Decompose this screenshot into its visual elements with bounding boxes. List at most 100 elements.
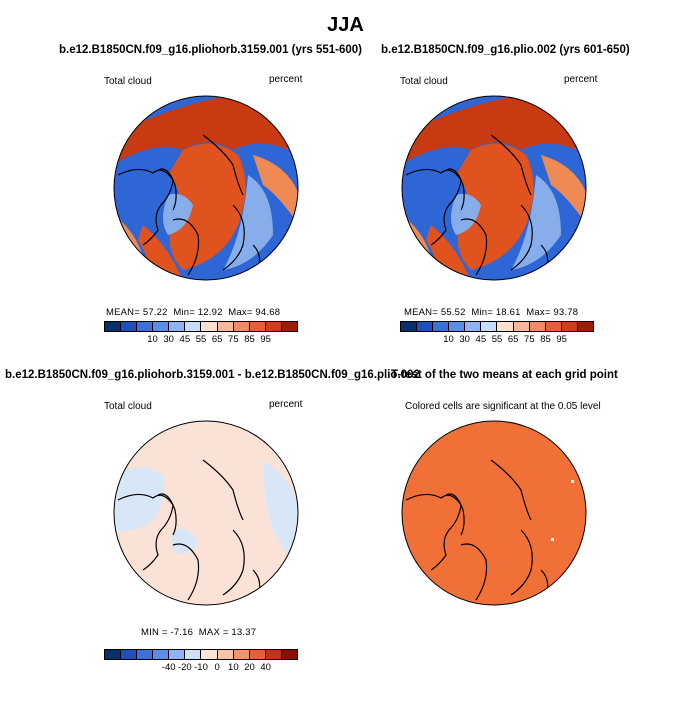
max-label: MAX = — [198, 627, 229, 638]
colorbar-tick-label: 85 — [244, 334, 255, 345]
field-pacific-red — [426, 225, 471, 280]
mean-value: 55.52 — [440, 307, 466, 318]
colorbar-swatch — [449, 322, 466, 331]
field-negative-asia — [263, 460, 298, 570]
min-value: 12.92 — [197, 307, 223, 318]
colorbar-swatch — [137, 650, 154, 659]
max-value: 93.78 — [553, 307, 579, 318]
colorbar-swatch — [233, 322, 250, 331]
map-bottom-right — [401, 420, 587, 606]
colorbar-swatch — [281, 650, 297, 659]
field-greenland-light — [451, 193, 481, 235]
colorbar-tick-label: 45 — [179, 334, 191, 345]
colorbar-tick-label: 65 — [507, 334, 519, 345]
mean-label: MEAN= — [404, 307, 438, 318]
colorbar-swatch — [137, 322, 154, 331]
colorbar-swatch — [465, 322, 482, 331]
colorbar-swatch — [121, 650, 138, 659]
coastline-greenland — [460, 543, 488, 601]
colorbar-swatch — [153, 322, 170, 331]
map-border — [401, 420, 587, 606]
stats-top-right: MEAN= 55.52 Min= 18.61 Max= 93.78 — [404, 307, 578, 318]
map-border — [113, 420, 299, 606]
coastline-archipelago — [445, 493, 465, 536]
map-border — [113, 95, 299, 281]
colorbar-bottom-left — [104, 649, 298, 660]
field-pacific-red — [138, 225, 183, 280]
colorbar-swatch — [561, 322, 578, 331]
coastline-america — [117, 168, 174, 246]
colorbar-top-left — [104, 321, 298, 332]
colorbar-tick-label: 75 — [524, 334, 535, 345]
min-value: -7.16 — [170, 627, 194, 638]
field-arctic-red — [456, 143, 534, 270]
colorbar-swatch — [201, 650, 218, 659]
min-label: Min= — [471, 307, 493, 318]
mean-label: MEAN= — [106, 307, 140, 318]
panel-title-top-left: b.e12.B1850CN.f09_g16.pliohorb.3159.001 … — [59, 44, 362, 56]
coastline-america — [117, 493, 174, 571]
colorbar-swatch — [105, 322, 122, 331]
map-top-left — [113, 95, 299, 281]
colorbar-swatch — [497, 322, 514, 331]
units-label-bottom-left: percent — [269, 399, 303, 410]
colorbar-swatch — [233, 650, 250, 659]
colorbar-swatch — [217, 650, 234, 659]
coastline-archipelago — [157, 493, 177, 536]
panel-title-bottom-right: T-test of the two means at each grid poi… — [391, 369, 618, 381]
colorbar-swatch — [169, 650, 186, 659]
coastline-america — [405, 168, 462, 246]
map-border — [401, 95, 587, 281]
colorbar-tick-label: 30 — [459, 334, 470, 345]
insignificant-cell — [571, 480, 574, 483]
coastline-siberia — [222, 529, 245, 596]
map-bottom-left — [113, 420, 299, 606]
colorbar-swatch — [513, 322, 530, 331]
variable-label-top-right: Total cloud — [400, 76, 448, 87]
colorbar-swatch — [201, 322, 218, 331]
colorbar-tick-label: 55 — [491, 334, 503, 345]
max-value: 13.37 — [231, 627, 257, 638]
units-label-top-left: percent — [269, 74, 303, 85]
stats-top-left: MEAN= 57.22 Min= 12.92 Max= 94.68 — [106, 307, 280, 318]
colorbar-tick-label: 75 — [228, 334, 239, 345]
colorbar-tick-label: 40 — [260, 662, 271, 673]
field-negative-america — [114, 467, 165, 532]
colorbar-tick-label: 30 — [163, 334, 174, 345]
coastline-siberia — [222, 204, 245, 271]
stats-bottom-left: MIN = -7.16 MAX = 13.37 — [141, 627, 256, 638]
colorbar-tick-label: 10 — [147, 334, 158, 345]
field-arctic-red — [168, 143, 246, 270]
field-siberia-light — [511, 175, 561, 270]
mean-value: 57.22 — [142, 307, 168, 318]
field-asia-orange — [253, 155, 298, 225]
colorbar-swatch — [577, 322, 593, 331]
panel-title-bottom-left: b.e12.B1850CN.f09_g16.pliohorb.3159.001 … — [5, 369, 420, 381]
colorbar-tick-label: 95 — [260, 334, 271, 345]
field-north-red — [402, 96, 586, 165]
coastline-archipelago — [445, 168, 465, 211]
colorbar-swatch — [169, 322, 186, 331]
max-value: 94.68 — [255, 307, 281, 318]
significance-note: Colored cells are significant at the 0.0… — [405, 401, 601, 412]
coastline-siberia — [510, 204, 533, 271]
colorbar-tick-label: -10 — [194, 662, 208, 673]
colorbar-tick-label: -20 — [177, 662, 192, 673]
colorbar-tick-label: 20 — [244, 662, 255, 673]
colorbar-swatch — [217, 322, 234, 331]
colorbar-swatch — [481, 322, 498, 331]
colorbar-swatch — [185, 322, 202, 331]
insignificant-cell — [551, 538, 554, 541]
colorbar-swatch — [433, 322, 450, 331]
map-top-right — [401, 95, 587, 281]
colorbar-swatch — [153, 650, 170, 659]
colorbar-swatch — [417, 322, 434, 331]
colorbar-tick-label: 65 — [211, 334, 223, 345]
variable-label-top-left: Total cloud — [104, 76, 152, 87]
max-label: Max= — [228, 307, 253, 318]
colorbar-swatch — [249, 322, 266, 331]
max-label: Max= — [526, 307, 551, 318]
min-label: MIN = — [141, 627, 168, 638]
colorbar-tick-label: 10 — [228, 662, 239, 673]
variable-label-bottom-left: Total cloud — [104, 401, 152, 412]
